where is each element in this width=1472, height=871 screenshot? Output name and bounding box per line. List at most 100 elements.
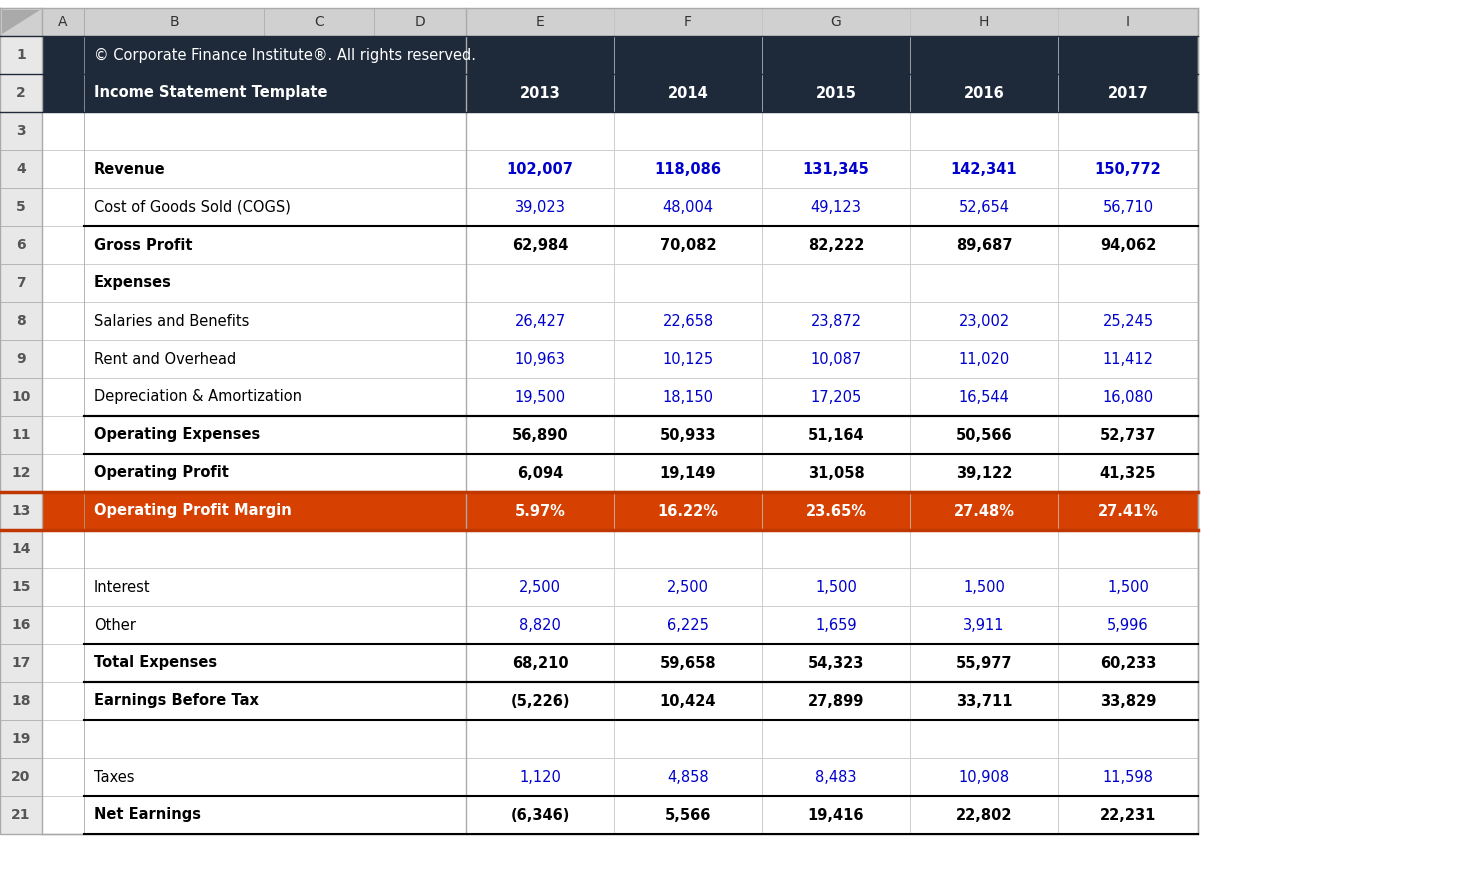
Bar — [910, 340, 1058, 378]
Text: 16,080: 16,080 — [1103, 389, 1154, 404]
Bar — [614, 644, 762, 682]
Bar — [762, 682, 910, 720]
Bar — [614, 74, 762, 112]
Text: 33,829: 33,829 — [1100, 693, 1156, 708]
Bar — [43, 8, 84, 36]
Bar — [0, 112, 43, 150]
Bar — [84, 530, 467, 568]
Bar — [1058, 530, 1198, 568]
Text: 118,086: 118,086 — [655, 161, 721, 177]
Text: Net Earnings: Net Earnings — [94, 807, 202, 822]
Bar — [614, 454, 762, 492]
Text: 70,082: 70,082 — [659, 238, 717, 253]
Bar — [43, 340, 84, 378]
Bar — [43, 36, 84, 74]
Text: A: A — [59, 15, 68, 29]
Bar — [43, 606, 84, 644]
Text: 19: 19 — [12, 732, 31, 746]
Text: (5,226): (5,226) — [511, 693, 570, 708]
Text: 8,483: 8,483 — [815, 769, 857, 785]
Text: 10,424: 10,424 — [659, 693, 717, 708]
Bar — [467, 226, 614, 264]
Bar — [467, 150, 614, 188]
Bar — [43, 264, 84, 302]
Text: 11: 11 — [12, 428, 31, 442]
Text: 49,123: 49,123 — [811, 199, 861, 214]
Text: 22,658: 22,658 — [662, 314, 714, 328]
Text: 131,345: 131,345 — [802, 161, 870, 177]
Bar — [84, 36, 1198, 74]
Bar — [614, 606, 762, 644]
Text: 1,659: 1,659 — [815, 618, 857, 632]
Text: 19,416: 19,416 — [808, 807, 864, 822]
Bar — [614, 150, 762, 188]
Text: 16: 16 — [12, 618, 31, 632]
Text: 1,120: 1,120 — [520, 769, 561, 785]
Bar — [1058, 454, 1198, 492]
Text: G: G — [830, 15, 842, 29]
Text: 5: 5 — [16, 200, 26, 214]
Bar — [762, 796, 910, 834]
Bar — [1058, 492, 1198, 530]
Text: 18,150: 18,150 — [662, 389, 714, 404]
Text: 56,890: 56,890 — [512, 428, 568, 442]
Text: 16.22%: 16.22% — [658, 503, 718, 518]
Bar — [1058, 568, 1198, 606]
Bar — [43, 150, 84, 188]
Text: H: H — [979, 15, 989, 29]
Bar — [0, 644, 43, 682]
Bar — [762, 226, 910, 264]
Text: 50,566: 50,566 — [955, 428, 1013, 442]
Text: 41,325: 41,325 — [1100, 465, 1156, 481]
Polygon shape — [1, 10, 40, 34]
Text: 10,908: 10,908 — [958, 769, 1010, 785]
Text: 6: 6 — [16, 238, 26, 252]
Bar — [910, 454, 1058, 492]
Bar — [762, 378, 910, 416]
Bar — [910, 188, 1058, 226]
Bar — [762, 606, 910, 644]
Text: C: C — [314, 15, 324, 29]
Text: 5,996: 5,996 — [1107, 618, 1148, 632]
Text: 23,002: 23,002 — [958, 314, 1010, 328]
Bar — [43, 416, 84, 454]
Bar — [614, 682, 762, 720]
Bar — [84, 8, 263, 36]
Bar — [467, 530, 614, 568]
Bar — [0, 340, 43, 378]
Text: 23.65%: 23.65% — [805, 503, 867, 518]
Bar — [1058, 378, 1198, 416]
Bar — [1058, 796, 1198, 834]
Bar — [614, 340, 762, 378]
Bar — [1058, 758, 1198, 796]
Bar — [84, 720, 467, 758]
Text: Total Expenses: Total Expenses — [94, 656, 218, 671]
Text: 7: 7 — [16, 276, 26, 290]
Bar — [614, 302, 762, 340]
Bar — [762, 416, 910, 454]
Text: 5.97%: 5.97% — [515, 503, 565, 518]
Text: 13: 13 — [12, 504, 31, 518]
Bar — [614, 492, 762, 530]
Bar — [614, 568, 762, 606]
Bar — [910, 492, 1058, 530]
Text: 11,598: 11,598 — [1103, 769, 1154, 785]
Bar — [467, 492, 614, 530]
Text: 39,023: 39,023 — [515, 199, 565, 214]
Bar — [762, 150, 910, 188]
Text: 11,020: 11,020 — [958, 352, 1010, 367]
Bar — [0, 606, 43, 644]
Text: E: E — [536, 15, 545, 29]
Text: 25,245: 25,245 — [1103, 314, 1154, 328]
Bar — [43, 758, 84, 796]
Bar — [762, 74, 910, 112]
Bar — [467, 606, 614, 644]
Text: 51,164: 51,164 — [808, 428, 864, 442]
Bar — [762, 8, 910, 36]
Bar — [1058, 264, 1198, 302]
Bar — [910, 530, 1058, 568]
Bar — [43, 302, 84, 340]
Bar — [467, 8, 614, 36]
Bar — [84, 606, 467, 644]
Text: 31,058: 31,058 — [808, 465, 864, 481]
